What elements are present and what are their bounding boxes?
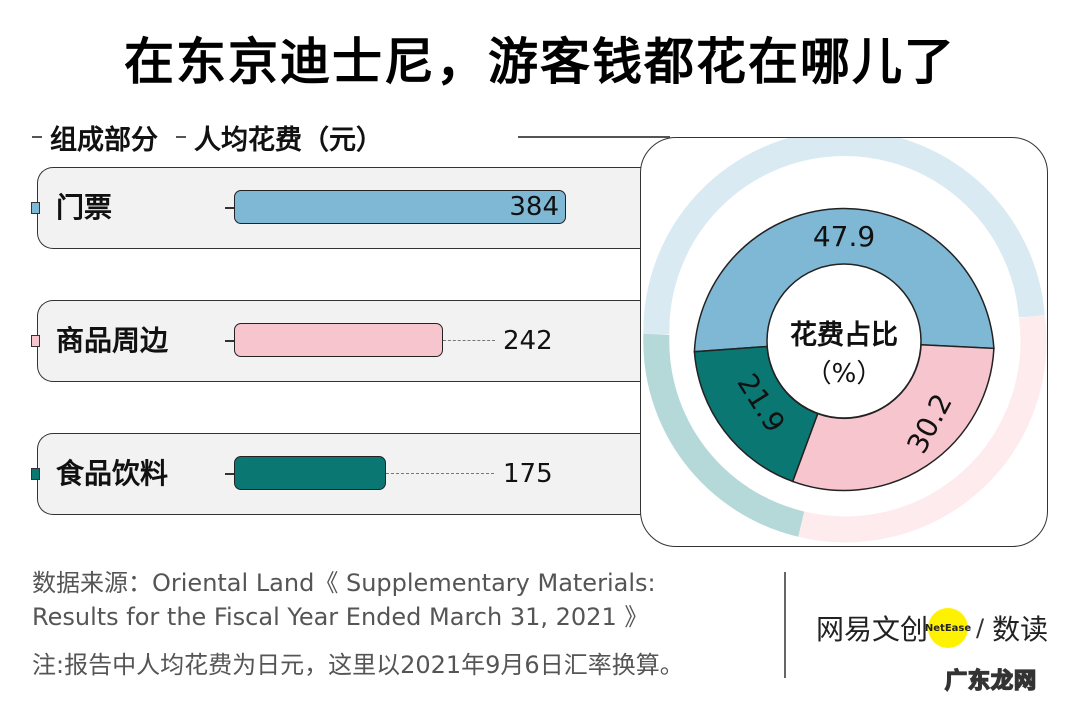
brand-badge-text: NetEase: [924, 622, 972, 634]
donut-card: 47.9 30.2 21.9 花费占比 （%）: [640, 137, 1048, 547]
watermark: 广东龙网: [944, 668, 1038, 695]
column-header-spend: 人均花费（元）: [194, 124, 383, 156]
halo-segment-food: [643, 333, 805, 537]
footnote: 注:报告中人均花费为日元，这里以2021年9月6日汇率换算。: [32, 651, 684, 679]
bar-row-tickets: 门票 384: [31, 167, 677, 249]
brand-name: 网易文创: [816, 613, 929, 646]
brand-logo: 网易文创 NetEase / 数读: [816, 603, 1048, 653]
netease-badge-icon: NetEase: [924, 608, 972, 648]
dash-decoration: [32, 136, 42, 138]
source-line-2: Results for the Fiscal Year Ended March …: [32, 603, 649, 631]
bar-value: 242: [503, 326, 553, 356]
donut-center-unit: （%）: [806, 359, 883, 389]
legend-square-icon: [31, 202, 40, 214]
data-source: 数据来源：Oriental Land《 Supplementary Materi…: [32, 566, 656, 634]
page-title: 在东京迪士尼，游客钱都花在哪儿了: [124, 33, 956, 91]
header-rule: [518, 136, 670, 138]
row-label: 食品饮料: [56, 457, 169, 490]
row-label: 商品周边: [56, 324, 169, 357]
halo-segment-merchandise: [798, 314, 1047, 543]
bar-merchandise: [234, 323, 443, 357]
legend-square-icon: [31, 468, 40, 480]
bar-tick: [225, 340, 235, 342]
row-label: 门票: [56, 191, 113, 224]
bar-row-food: 食品饮料 175: [31, 433, 677, 515]
bar-row-merchandise: 商品周边 242: [31, 300, 677, 382]
column-header-component: 组成部分: [50, 124, 158, 156]
source-line-1: 数据来源：Oriental Land《 Supplementary Materi…: [32, 569, 656, 597]
bar-tick: [225, 207, 235, 209]
brand-slash: /: [976, 614, 985, 642]
footer-divider: [784, 572, 786, 678]
donut-chart: 47.9 30.2 21.9 花费占比 （%）: [643, 138, 1047, 543]
halo-segment-tickets: [643, 138, 1045, 335]
bar-value: 384: [509, 192, 559, 222]
dash-decoration: [176, 136, 186, 138]
bar-tickets: 384: [234, 190, 566, 224]
bar-value: 175: [503, 459, 553, 489]
brand-sub: 数读: [992, 613, 1049, 646]
bar-food: [234, 456, 386, 490]
legend-square-icon: [31, 335, 40, 347]
leader-line: [386, 473, 494, 474]
donut-center-title: 花费占比: [790, 320, 898, 351]
segment-label-tickets: 47.9: [813, 220, 875, 253]
bar-tick: [225, 473, 235, 475]
column-headers: 组成部分 人均花费（元）: [32, 115, 670, 159]
leader-line: [443, 340, 495, 341]
